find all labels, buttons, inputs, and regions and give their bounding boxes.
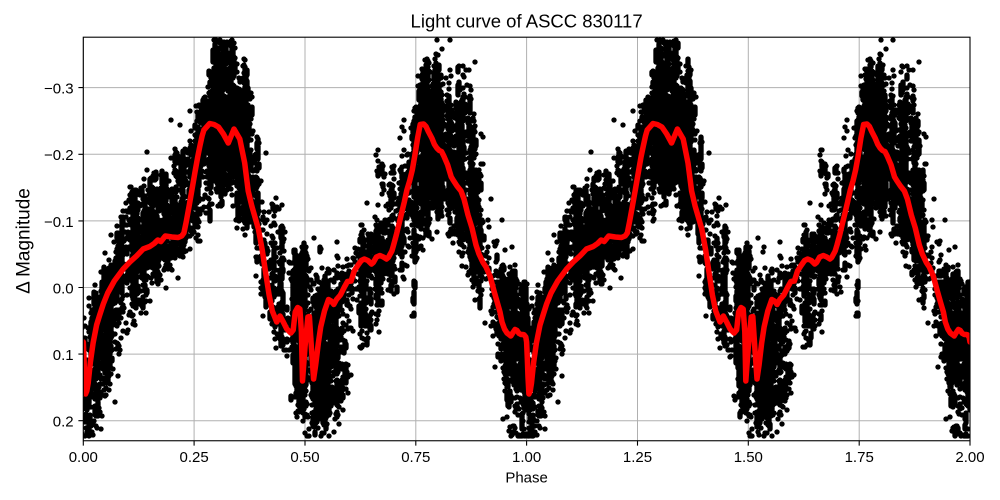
- svg-text:0.25: 0.25: [179, 449, 208, 466]
- svg-text:0.0: 0.0: [53, 280, 74, 297]
- svg-text:Δ Magnitude: Δ Magnitude: [14, 188, 35, 294]
- svg-text:1.75: 1.75: [845, 449, 874, 466]
- svg-text:0.1: 0.1: [53, 347, 74, 364]
- svg-text:0.00: 0.00: [69, 449, 98, 466]
- svg-text:−0.2: −0.2: [44, 147, 74, 164]
- svg-text:2.00: 2.00: [955, 449, 984, 466]
- svg-text:−0.3: −0.3: [44, 81, 74, 98]
- svg-text:0.50: 0.50: [290, 449, 319, 466]
- svg-text:0.75: 0.75: [401, 449, 430, 466]
- svg-text:Light curve of ASCC 830117: Light curve of ASCC 830117: [411, 11, 643, 32]
- svg-text:1.25: 1.25: [623, 449, 652, 466]
- svg-text:1.00: 1.00: [512, 449, 541, 466]
- svg-text:0.2: 0.2: [53, 414, 74, 431]
- svg-text:1.50: 1.50: [734, 449, 763, 466]
- svg-text:−0.1: −0.1: [44, 214, 74, 231]
- svg-text:Phase: Phase: [505, 469, 548, 486]
